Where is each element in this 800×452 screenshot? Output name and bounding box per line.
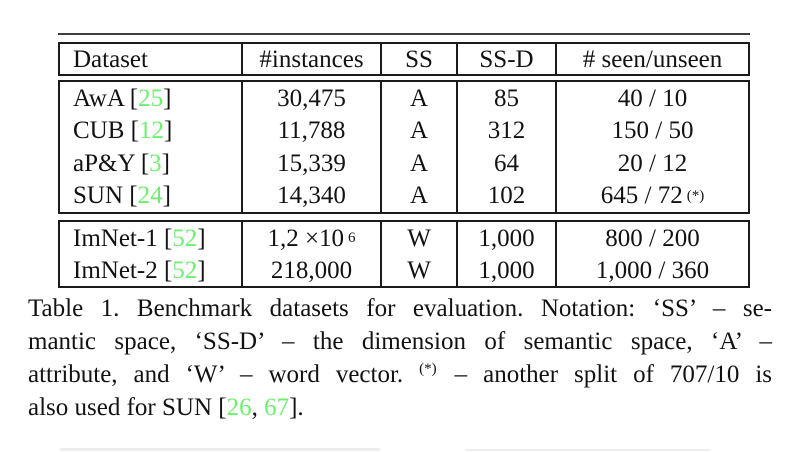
cell-seen-unseen: 20 / 12 <box>617 149 688 177</box>
caption-line: attribute, and ‘W’ – word vector. (*) – … <box>28 358 772 391</box>
caption-text: , <box>251 394 265 421</box>
cell-semantic-space: A <box>382 82 458 115</box>
caption-line: Table 1. Benchmark datasets for evaluati… <box>28 292 772 325</box>
bracket: ] <box>197 256 206 284</box>
dataset-name: CUB [ <box>73 117 139 145</box>
caption-text: (*) <box>419 360 437 377</box>
table-header-row: Dataset #instances SS SS-D # seen/unseen <box>60 44 748 74</box>
citation-link[interactable]: 24 <box>137 182 163 210</box>
dataset-name: AwA [ <box>73 84 139 112</box>
caption-text: – another split of 707/10 is <box>438 361 772 388</box>
table-top-rule <box>58 33 750 35</box>
table-row: ImNet-2 [52] 218,000 W 1,000 1,000 / 360 <box>60 254 748 286</box>
cell-seen-unseen: 1,000 / 360 <box>595 256 710 284</box>
cell-instances: 14,340 <box>243 179 382 212</box>
benchmark-table-header: Dataset #instances SS SS-D # seen/unseen <box>58 42 750 76</box>
page-scan-artifact <box>465 449 710 451</box>
cell-ss-dimension: 64 <box>458 147 557 180</box>
table-row: aP&Y [3] 15,339 A 64 20 / 12 <box>60 147 748 180</box>
cell-seen-unseen: 645 / 72 (*) <box>600 182 705 210</box>
cell-ss-dimension: 1,000 <box>458 254 557 286</box>
cell-seen-unseen: 40 / 10 <box>617 84 688 112</box>
cell-ss-dimension: 85 <box>458 82 557 115</box>
cell-semantic-space: A <box>382 114 458 147</box>
cell-dataset: AwA [25] <box>60 82 243 115</box>
cell-instances: 15,339 <box>243 147 382 180</box>
cell-dataset: CUB [12] <box>60 114 243 147</box>
table-row: SUN [24] 14,340 A 102 645 / 72 (*) <box>60 179 748 212</box>
table-row: ImNet-1 [52] 1,2 ×10 6 W 1,000 800 / 200 <box>60 222 748 254</box>
cell-instances: 218,000 <box>243 254 382 286</box>
citation-link[interactable]: 52 <box>172 256 198 284</box>
cell-semantic-space: A <box>382 147 458 180</box>
cell-semantic-space: A <box>382 179 458 212</box>
column-header: SS-D <box>458 44 557 74</box>
citation-link[interactable]: 25 <box>138 84 164 112</box>
page-scan-artifact <box>60 448 380 451</box>
cell-ss-dimension: 102 <box>458 179 557 212</box>
column-header: Dataset <box>60 44 243 74</box>
cell-dataset: SUN [24] <box>60 179 243 212</box>
cell-ss-dimension: 312 <box>458 114 557 147</box>
caption-text: attribute, and ‘W’ – word vector. <box>28 361 420 388</box>
cell-instances: 30,475 <box>243 82 382 115</box>
cell-dataset: aP&Y [3] <box>60 147 243 180</box>
bracket: ] <box>162 182 171 210</box>
cell-seen-unseen: 150 / 50 <box>611 117 694 145</box>
bracket: ] <box>161 149 170 177</box>
citation-link[interactable]: 12 <box>138 117 164 145</box>
table-row: CUB [12] 11,788 A 312 150 / 50 <box>60 114 748 147</box>
dataset-name: SUN [ <box>73 182 138 210</box>
column-header: SS <box>382 44 458 74</box>
cell-semantic-space: W <box>382 222 458 254</box>
cell-dataset: ImNet-2 [52] <box>60 254 243 286</box>
bracket: ] <box>197 224 206 252</box>
table-row: AwA [25] 30,475 A 85 40 / 10 <box>60 82 748 115</box>
citation-link[interactable]: 67 <box>264 394 290 421</box>
cell-instances: 11,788 <box>243 114 382 147</box>
bracket: ] <box>163 84 172 112</box>
citation-link[interactable]: 26 <box>226 394 252 421</box>
caption-text: mantic space, ‘SS-D’ – the dimension of … <box>28 328 772 355</box>
cell-semantic-space: W <box>382 254 458 286</box>
cell-dataset: ImNet-1 [52] <box>60 222 243 254</box>
column-header: #instances <box>243 44 382 74</box>
bracket: ] <box>163 117 173 145</box>
citation-link[interactable]: 52 <box>172 224 198 252</box>
caption-text: also used for SUN [ <box>28 394 227 421</box>
table-group-attribute-datasets: AwA [25] 30,475 A 85 40 / 10 CUB [12] 11,788 A 3… <box>58 80 750 214</box>
table-group-imagenet-datasets: ImNet-1 [52] 1,2 ×10 6 W 1,000 800 / 200 ImNet… <box>58 220 750 288</box>
caption-text: ]. <box>289 394 304 421</box>
column-header: # seen/unseen <box>582 45 723 73</box>
table-caption: Table 1. Benchmark datasets for evaluati… <box>28 292 772 424</box>
caption-line: mantic space, ‘SS-D’ – the dimension of … <box>28 325 772 358</box>
caption-text: Table 1. Benchmark datasets for evaluati… <box>28 295 772 322</box>
dataset-name: aP&Y [ <box>73 149 150 177</box>
citation-link[interactable]: 3 <box>149 149 162 177</box>
caption-line: also used for SUN [26, 67]. <box>28 391 772 424</box>
dataset-name: ImNet-2 [ <box>73 256 173 284</box>
cell-seen-unseen: 800 / 200 <box>605 224 700 252</box>
cell-ss-dimension: 1,000 <box>458 222 557 254</box>
dataset-name: ImNet-1 [ <box>73 224 173 252</box>
cell-instances: 1,2 ×10 6 <box>243 222 382 254</box>
